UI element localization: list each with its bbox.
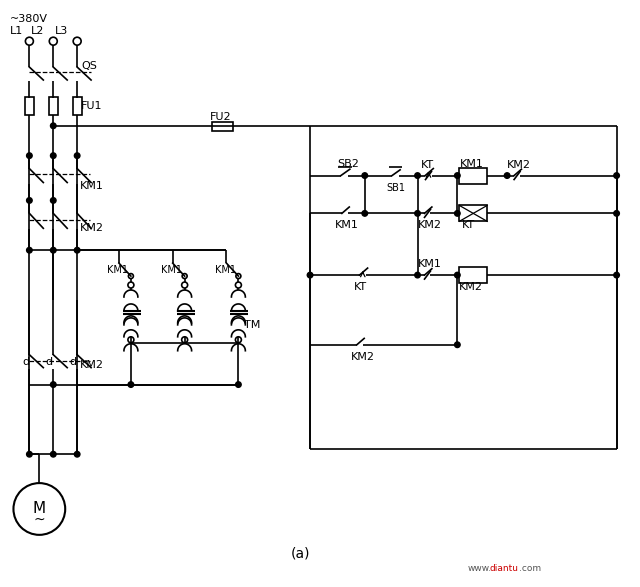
Bar bbox=[460, 267, 487, 283]
Circle shape bbox=[74, 247, 80, 253]
Circle shape bbox=[415, 272, 420, 278]
Text: QS: QS bbox=[81, 61, 97, 71]
Text: KT: KT bbox=[420, 160, 434, 170]
Circle shape bbox=[74, 451, 80, 457]
Text: KT: KT bbox=[462, 220, 476, 230]
Text: KM2: KM2 bbox=[507, 160, 531, 170]
Circle shape bbox=[454, 211, 460, 216]
Text: L1: L1 bbox=[10, 26, 23, 36]
Text: .com: .com bbox=[519, 564, 541, 573]
Circle shape bbox=[504, 173, 510, 178]
Circle shape bbox=[614, 211, 620, 216]
Circle shape bbox=[27, 451, 32, 457]
Circle shape bbox=[415, 211, 420, 216]
Circle shape bbox=[362, 211, 367, 216]
Text: KM1: KM1 bbox=[460, 158, 484, 168]
Circle shape bbox=[27, 153, 32, 158]
Text: SB2: SB2 bbox=[337, 158, 359, 168]
Text: L2: L2 bbox=[31, 26, 45, 36]
Text: KM2: KM2 bbox=[80, 360, 104, 370]
Text: KM1: KM1 bbox=[80, 181, 104, 191]
Text: KM2: KM2 bbox=[351, 352, 375, 362]
Circle shape bbox=[74, 153, 80, 158]
Text: FU1: FU1 bbox=[81, 101, 102, 111]
Circle shape bbox=[236, 382, 241, 387]
Circle shape bbox=[51, 153, 56, 158]
Text: L3: L3 bbox=[55, 26, 68, 36]
Circle shape bbox=[307, 272, 313, 278]
Bar bbox=[49, 97, 58, 115]
Text: KT: KT bbox=[354, 282, 367, 292]
Circle shape bbox=[51, 382, 56, 387]
Text: d: d bbox=[45, 357, 52, 367]
Text: KM2: KM2 bbox=[417, 220, 442, 230]
Circle shape bbox=[27, 198, 32, 203]
Circle shape bbox=[454, 342, 460, 348]
Text: KM1: KM1 bbox=[107, 265, 128, 275]
Text: KM2: KM2 bbox=[80, 223, 104, 233]
Circle shape bbox=[454, 272, 460, 278]
Text: diantu: diantu bbox=[489, 564, 518, 573]
Text: www.: www. bbox=[467, 564, 492, 573]
Bar bbox=[460, 168, 487, 184]
Circle shape bbox=[454, 173, 460, 178]
Bar bbox=[26, 97, 35, 115]
Circle shape bbox=[51, 247, 56, 253]
Bar bbox=[73, 97, 82, 115]
Text: ~380V: ~380V bbox=[10, 14, 47, 24]
Text: KM1: KM1 bbox=[161, 265, 182, 275]
Circle shape bbox=[362, 173, 367, 178]
Circle shape bbox=[415, 173, 420, 178]
Text: TM: TM bbox=[244, 320, 260, 330]
Circle shape bbox=[128, 382, 134, 387]
Text: d: d bbox=[22, 357, 29, 367]
Circle shape bbox=[614, 272, 620, 278]
Bar bbox=[211, 122, 234, 131]
Text: KM1: KM1 bbox=[214, 265, 236, 275]
Circle shape bbox=[614, 173, 620, 178]
Text: ~: ~ bbox=[33, 513, 45, 527]
Bar bbox=[460, 205, 487, 221]
Text: KM1: KM1 bbox=[335, 220, 359, 230]
Text: FU2: FU2 bbox=[209, 112, 231, 122]
Text: M: M bbox=[33, 501, 46, 517]
Circle shape bbox=[27, 247, 32, 253]
Text: (a): (a) bbox=[291, 546, 310, 561]
Circle shape bbox=[51, 451, 56, 457]
Text: KM1: KM1 bbox=[417, 259, 442, 269]
Text: KM2: KM2 bbox=[460, 282, 483, 292]
Text: d: d bbox=[69, 357, 76, 367]
Text: SB1: SB1 bbox=[387, 183, 406, 193]
Circle shape bbox=[51, 123, 56, 129]
Circle shape bbox=[51, 198, 56, 203]
